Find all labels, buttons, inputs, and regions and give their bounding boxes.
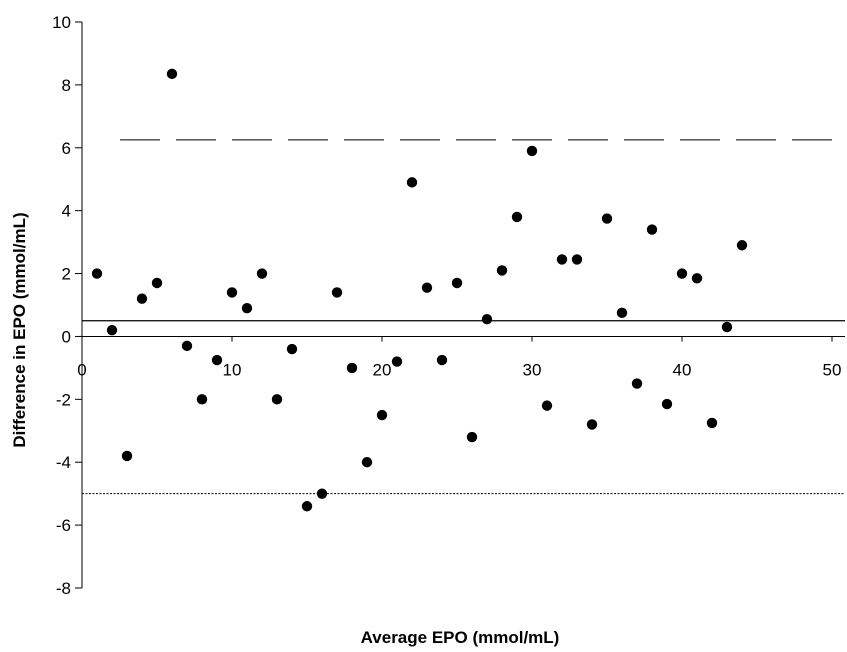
x-axis-title: Average EPO (mmol/mL)	[361, 628, 560, 647]
y-axis-title: Difference in EPO (mmol/mL)	[10, 212, 29, 447]
data-point	[571, 254, 583, 265]
x-axis: 0 10 20 30 40 50	[77, 335, 845, 379]
data-point	[316, 488, 328, 499]
data-point	[526, 145, 538, 157]
data-point	[406, 177, 418, 188]
data-points	[91, 68, 748, 512]
data-point	[331, 287, 343, 298]
x-tick-label: 30	[523, 360, 542, 379]
data-point	[376, 409, 388, 421]
data-point	[286, 343, 298, 355]
data-point	[466, 431, 478, 443]
data-point	[691, 273, 703, 284]
data-point	[616, 307, 628, 319]
y-tick-label: -2	[56, 390, 71, 409]
data-point	[706, 417, 718, 429]
data-point	[661, 398, 673, 410]
data-point	[136, 293, 148, 304]
data-point	[436, 354, 448, 366]
data-point	[451, 277, 463, 289]
data-point	[556, 254, 568, 265]
x-tick-label: 50	[823, 360, 842, 379]
data-point	[421, 282, 433, 293]
data-point	[211, 354, 223, 366]
y-tick-label: 2	[62, 265, 71, 284]
data-point	[391, 356, 403, 367]
data-point	[646, 224, 658, 235]
data-point	[361, 457, 373, 468]
data-point	[481, 313, 493, 325]
x-tick-label: 20	[373, 360, 392, 379]
x-tick-label: 10	[223, 360, 242, 379]
data-point	[511, 211, 523, 223]
data-point	[256, 268, 268, 279]
data-point	[301, 501, 313, 512]
data-point	[166, 68, 178, 80]
data-point	[106, 324, 118, 336]
y-tick-label: -8	[56, 579, 71, 598]
y-tick-label: 6	[62, 139, 71, 158]
data-point	[496, 265, 508, 276]
y-tick-label: -6	[56, 516, 71, 535]
data-point	[226, 287, 238, 298]
data-point	[586, 419, 598, 430]
data-point	[181, 340, 193, 352]
data-point	[736, 240, 748, 251]
data-point	[241, 302, 253, 314]
data-point	[271, 394, 283, 405]
x-tick-label: 40	[673, 360, 692, 379]
y-tick-label: 4	[62, 202, 71, 221]
data-point	[196, 394, 208, 405]
data-point	[121, 450, 133, 462]
data-point	[601, 213, 613, 224]
data-point	[151, 277, 163, 289]
data-point	[631, 378, 643, 389]
y-tick-label: -4	[56, 453, 71, 472]
data-point	[346, 362, 358, 374]
y-axis: -8 -6 -4 -2 0 2 4 6 8 10	[52, 13, 83, 598]
data-point	[676, 268, 688, 279]
y-tick-label: 0	[62, 327, 71, 346]
y-tick-label: 10	[52, 13, 71, 32]
x-tick-label: 0	[77, 360, 86, 379]
reference-lines	[82, 139, 845, 495]
data-point	[541, 400, 553, 411]
data-point	[721, 321, 733, 333]
y-tick-label: 8	[62, 76, 71, 95]
data-point	[91, 268, 103, 279]
